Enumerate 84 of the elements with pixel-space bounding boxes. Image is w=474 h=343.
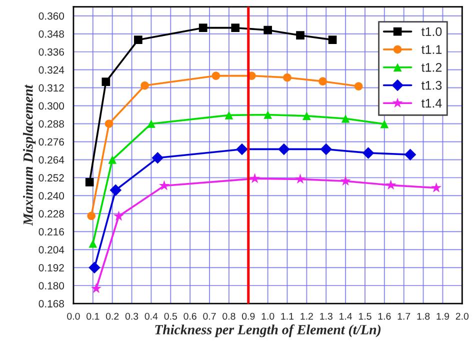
point <box>87 212 96 220</box>
point <box>104 120 114 128</box>
point <box>431 182 442 192</box>
x-tick-label: 1.8 <box>417 312 430 320</box>
y-tick-label: 0.276 <box>38 138 64 146</box>
x-tick-label: 0.3 <box>125 312 138 320</box>
point <box>320 143 332 156</box>
y-tick-label: 0.252 <box>38 174 64 182</box>
y-tick-label: 0.300 <box>38 102 64 110</box>
y-tick-label: 0.204 <box>38 246 64 254</box>
point <box>386 180 396 190</box>
x-tick-label: 0.9 <box>242 312 255 320</box>
x-tick-label: 1.5 <box>358 312 372 320</box>
y-tick-label: 0.264 <box>38 156 64 164</box>
point <box>264 26 272 34</box>
point <box>340 176 351 186</box>
y-tick-label: 0.348 <box>38 30 64 38</box>
x-tick-label: 1.4 <box>340 312 352 320</box>
point <box>296 31 304 40</box>
x-tick-label: 0.2 <box>106 312 119 320</box>
x-tick-label: 1.7 <box>398 312 410 320</box>
legend-label: t1.2 <box>421 62 442 72</box>
x-tick-label: 1.9 <box>436 312 450 320</box>
y-tick-label: 0.360 <box>38 12 64 20</box>
y-tick-label: 0.324 <box>38 66 64 74</box>
point <box>283 73 292 82</box>
legend-label: t1.0 <box>421 27 442 36</box>
point <box>231 24 240 32</box>
point <box>152 152 164 164</box>
y-tick-label: 0.180 <box>38 282 64 290</box>
y-tick-label: 0.192 <box>38 264 64 272</box>
point <box>302 112 311 120</box>
y-tick-label: 0.240 <box>38 192 64 200</box>
y-tick-label: 0.228 <box>38 210 64 218</box>
x-tick-label: 0.5 <box>164 312 177 320</box>
point <box>198 24 208 32</box>
point <box>88 262 100 274</box>
point <box>140 81 149 90</box>
point <box>90 283 102 294</box>
x-axis-title: Thickness per Length of Element (t/Ln) <box>155 324 381 338</box>
point <box>362 147 374 159</box>
point <box>264 110 272 119</box>
point <box>380 120 389 128</box>
point <box>236 143 248 156</box>
y-axis-title: Maximum Displacement <box>23 84 36 226</box>
y-tick-label: 0.168 <box>38 300 64 308</box>
x-tick-label: 0.4 <box>144 312 158 320</box>
y-tick-label: 0.336 <box>38 48 64 56</box>
point <box>158 180 170 190</box>
point <box>224 111 234 120</box>
point <box>110 184 122 196</box>
point <box>354 82 363 90</box>
y-tick-label: 0.312 <box>38 84 64 92</box>
point <box>88 239 98 248</box>
point <box>294 174 306 184</box>
point <box>328 36 337 44</box>
legend-label: t1.4 <box>421 98 442 108</box>
point <box>113 210 124 221</box>
x-tick-label: 0.6 <box>184 312 196 320</box>
x-tick-label: 0.8 <box>222 312 236 320</box>
point <box>102 78 110 86</box>
point <box>250 173 260 184</box>
y-tick-label: 0.216 <box>38 228 64 236</box>
x-tick-label: 2.0 <box>456 312 469 320</box>
point <box>341 114 350 123</box>
x-tick-label: 1.6 <box>378 312 391 320</box>
point <box>108 156 117 164</box>
y-tick-label: 0.288 <box>38 120 64 128</box>
x-tick-label: 1.0 <box>262 312 274 320</box>
point <box>134 36 142 44</box>
x-tick-label: 0.0 <box>67 312 80 320</box>
legend-label: t1.1 <box>421 45 442 54</box>
point <box>147 120 156 128</box>
x-tick-label: 1.2 <box>300 312 313 320</box>
x-tick-label: 1.3 <box>320 312 332 320</box>
point <box>404 148 416 160</box>
point <box>85 178 94 186</box>
x-tick-label: 0.1 <box>86 312 100 320</box>
point <box>318 77 327 86</box>
point <box>212 72 220 80</box>
x-tick-label: 1.1 <box>281 312 294 320</box>
legend-label: t1.3 <box>421 80 442 90</box>
x-tick-label: 0.7 <box>203 312 216 320</box>
point <box>278 143 290 156</box>
